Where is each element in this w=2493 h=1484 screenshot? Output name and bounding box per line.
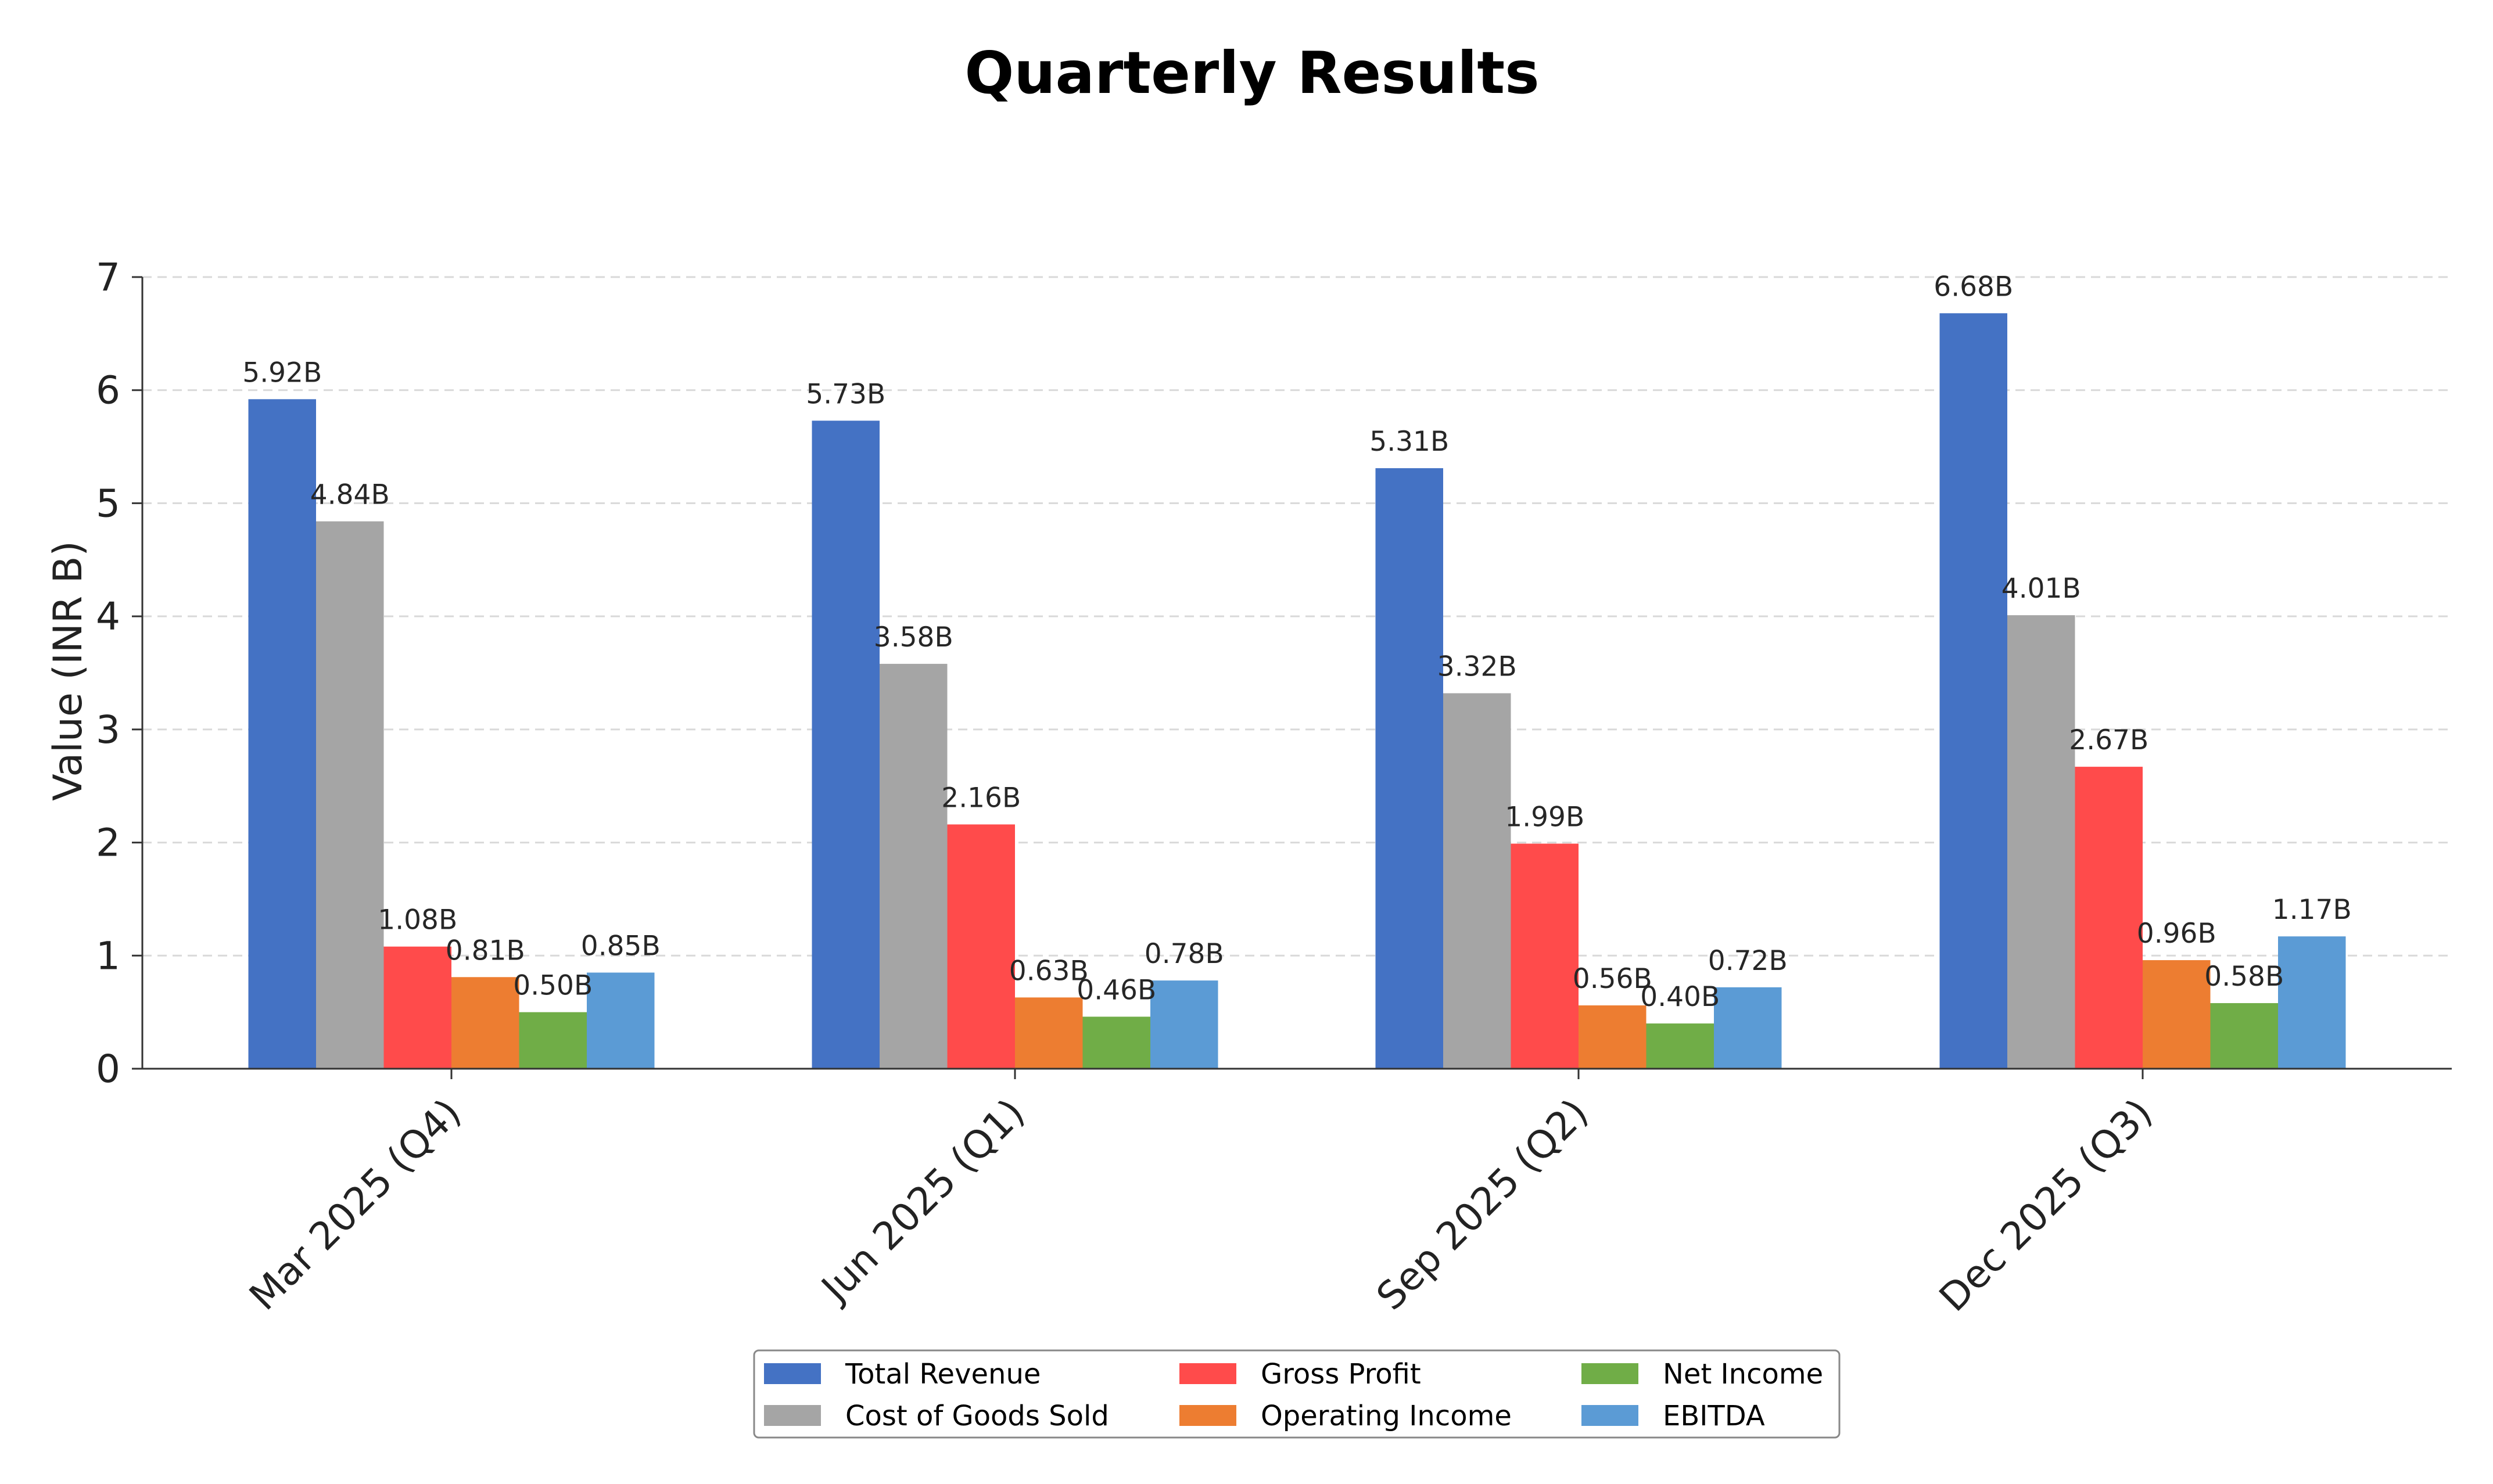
- bar: [947, 824, 1015, 1069]
- bar: [880, 663, 948, 1069]
- data-label: 0.50B: [513, 970, 593, 1002]
- data-label: 0.72B: [1708, 945, 1788, 977]
- data-label: 5.31B: [1369, 426, 1449, 458]
- data-label: 1.99B: [1505, 802, 1584, 833]
- bar: [812, 421, 880, 1069]
- bar: [2210, 1003, 2278, 1069]
- bar: [1939, 313, 2007, 1069]
- y-axis-label: Value (INR B): [45, 541, 91, 801]
- bar: [1375, 468, 1443, 1069]
- data-label: 0.56B: [1573, 963, 1652, 995]
- bar: [2278, 936, 2346, 1069]
- bar: [1443, 693, 1511, 1069]
- y-tick-label: 7: [96, 255, 120, 300]
- bar: [587, 972, 655, 1069]
- data-label: 1.17B: [2272, 894, 2352, 926]
- data-label: 0.63B: [1009, 955, 1089, 987]
- data-label: 1.08B: [378, 904, 457, 936]
- x-tick-label: Dec 2025 (Q3): [1931, 1090, 2161, 1320]
- bar: [451, 977, 519, 1069]
- bar: [1015, 997, 1083, 1069]
- legend-swatch: [1581, 1363, 1638, 1384]
- bar: [1150, 980, 1218, 1069]
- y-tick-label: 6: [96, 368, 120, 413]
- data-label: 0.58B: [2204, 961, 2284, 993]
- y-tick-label: 1: [96, 933, 120, 978]
- legend-swatch: [1179, 1363, 1236, 1384]
- bar: [1082, 1016, 1150, 1069]
- data-label: 4.01B: [2001, 573, 2081, 605]
- legend-label: Net Income: [1663, 1358, 1823, 1390]
- bar: [316, 521, 384, 1069]
- legend-label: Cost of Goods Sold: [845, 1400, 1109, 1432]
- data-label: 2.67B: [2069, 724, 2148, 756]
- bar: [248, 399, 316, 1069]
- data-label: 5.73B: [806, 378, 885, 410]
- y-tick-label: 3: [96, 707, 120, 752]
- bars: [248, 313, 2346, 1069]
- y-tick-label: 2: [96, 821, 120, 865]
- grid: [142, 276, 2452, 957]
- legend-swatch: [764, 1363, 821, 1384]
- data-label: 3.58B: [874, 621, 953, 653]
- bar: [2007, 615, 2075, 1069]
- x-tick-label: Sep 2025 (Q2): [1368, 1090, 1597, 1319]
- data-label: 4.84B: [310, 479, 390, 511]
- chart-title: Quarterly Results: [964, 39, 1539, 107]
- y-tick-label: 5: [96, 481, 120, 526]
- data-label: 5.92B: [242, 357, 322, 389]
- legend-swatch: [1581, 1405, 1638, 1426]
- legend-box: [753, 1349, 1841, 1439]
- legend-swatch: [1179, 1405, 1236, 1426]
- data-label: 0.46B: [1077, 974, 1156, 1006]
- x-tick-label: Jun 2025 (Q1): [812, 1090, 1033, 1311]
- data-label: 0.85B: [581, 930, 661, 962]
- bar: [2143, 960, 2211, 1069]
- data-label: 0.40B: [1640, 981, 1720, 1013]
- data-label: 0.96B: [2137, 918, 2216, 950]
- data-label: 3.32B: [1437, 651, 1517, 683]
- y-tick-label: 4: [96, 594, 120, 639]
- legend-label: Total Revenue: [845, 1358, 1041, 1390]
- data-labels: 5.92B 5.73B 5.31B 6.68B 4.84B 3.58B 3.32B 4.01B…: [242, 271, 2351, 1013]
- bar: [1511, 843, 1579, 1069]
- legend-label: Operating Income: [1261, 1400, 1512, 1432]
- data-label: 0.78B: [1145, 938, 1224, 970]
- bar: [1714, 987, 1782, 1069]
- bar: [1579, 1005, 1647, 1069]
- legend: Total Revenue Cost of Goods Sold Gross Pro…: [753, 1349, 1841, 1439]
- data-label: 0.81B: [446, 935, 525, 966]
- legend-swatch: [764, 1405, 821, 1426]
- data-label: 2.16B: [941, 782, 1021, 814]
- y-tick-label: 0: [96, 1047, 120, 1091]
- x-tick-label: Mar 2025 (Q4): [241, 1090, 470, 1319]
- legend-label: EBITDA: [1663, 1400, 1765, 1432]
- bar: [519, 1012, 587, 1069]
- bar: [1646, 1023, 1714, 1069]
- legend-label: Gross Profit: [1261, 1358, 1421, 1390]
- data-label: 6.68B: [1934, 271, 2013, 303]
- bar: [2075, 767, 2143, 1069]
- bar: [383, 946, 451, 1069]
